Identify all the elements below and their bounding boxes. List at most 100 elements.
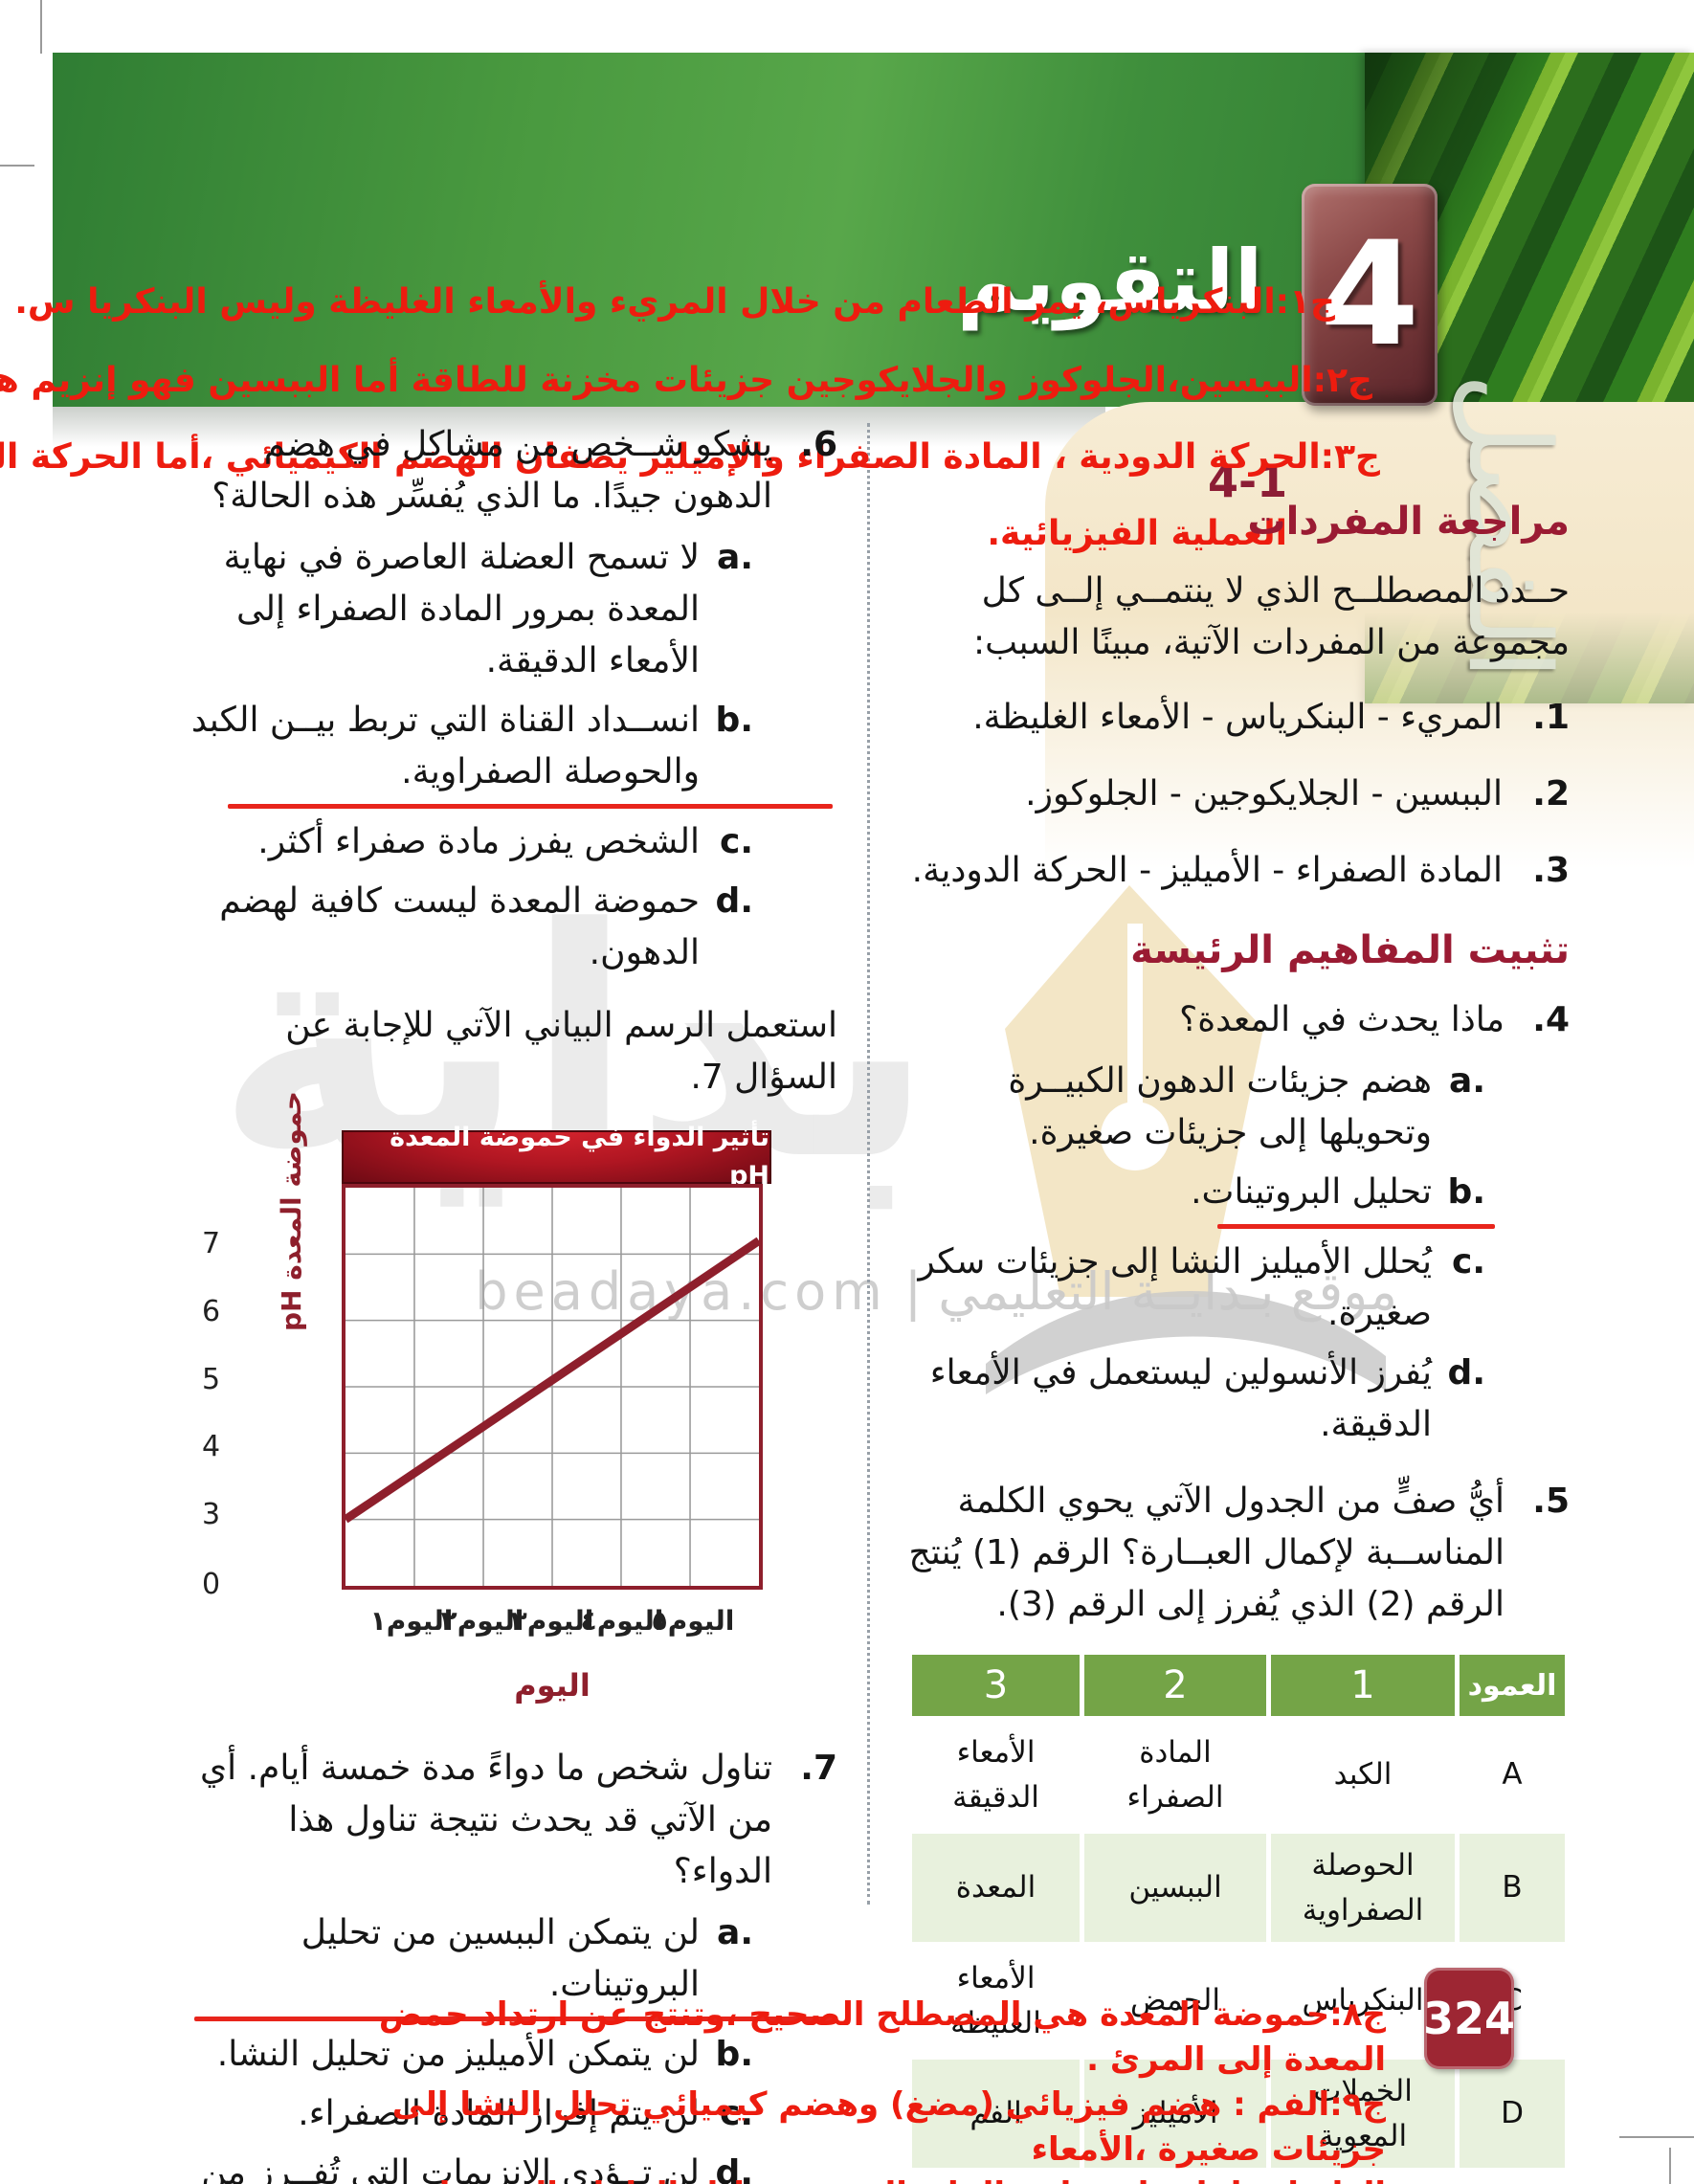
column-divider [867, 423, 870, 1905]
tan-corner-shape [1045, 402, 1694, 869]
question-6: 6. يشكو شــخص من مشاكل في هضم الدهون جيد… [189, 419, 837, 523]
table-row-D-label: D [1460, 2060, 1565, 2168]
ytick-6: 6 [202, 1295, 221, 1328]
answer-note-q8: ج٨:حموضة المعدة هي المصطلح الصحيح ،وتنتج… [378, 1995, 1386, 2079]
question-7-text: تناول شخص ما دواءً مدة خمسة أيام. أي من … [199, 1749, 772, 1891]
q4-option-d-letter: d. [1447, 1353, 1485, 1393]
vocab-item-3-number: 3. [1532, 851, 1570, 890]
answer-note-q3: ج٣:الحركة الدودية ، المادة الصفراء والإم… [0, 437, 1380, 477]
q7-option-a-text: لن يتمكن الببسين من تحليل البروتينات. [301, 1913, 700, 2004]
table-cell-C3: الأمعاء الغليظة [912, 1947, 1080, 2055]
watermark-site-line: موقع بـدايــة التعليمي | beadaya.com [475, 1261, 1397, 1322]
q6-option-d-letter: d. [715, 881, 753, 921]
q7-option-d-letter: d. [715, 2153, 753, 2184]
q7-answer-underline [194, 2017, 837, 2021]
table-cell-A1: الكبد [1271, 1721, 1455, 1829]
table-cell-B1: الحوصلة الصفراوية [1271, 1834, 1455, 1942]
table-cell-C2: الحمض [1084, 1947, 1266, 2055]
q6-option-d-text: حموضة المعدة ليست كافية لهضم الدهون. [219, 881, 700, 972]
page-number-badge: 324 [1423, 1968, 1515, 2069]
q6-option-a-letter: a. [717, 538, 753, 577]
table-header-column: العمود [1460, 1655, 1565, 1716]
q7-option-b-letter: b. [715, 2035, 753, 2074]
chart-canvas [343, 1188, 762, 1586]
use-graph-note: استعمل الرسم البياني الآتي للإجابة عن ال… [285, 1006, 837, 1097]
vocab-item-2-text: الببسين - الجلايكوجين - الجلوكوز. [1025, 774, 1503, 813]
question-6-number: 6. [800, 425, 837, 464]
answer-note-q1: ج١:البنكرياس، يمر الطعام من خلال المريء … [14, 282, 1335, 322]
ytick-3: 3 [202, 1498, 221, 1531]
table-cell-D3: الفم [912, 2060, 1080, 2168]
q4-option-b-text: تحليل البروتينات. [1191, 1172, 1432, 1212]
question-4-number: 4. [1532, 1000, 1570, 1039]
q4-option-c-text: يُحلل الأميليز النشا إلى جزيئات سكر صغير… [918, 1242, 1432, 1333]
chapter-number-badge: 4 [1302, 184, 1438, 406]
table-cell-B2: الببسين [1084, 1834, 1266, 1942]
chart-x-axis-label: اليوم [514, 1667, 591, 1704]
left-column: 6. يشكو شــخص من مشاكل في هضم الدهون جيد… [189, 419, 837, 2184]
q4-option-a-letter: a. [1449, 1061, 1485, 1101]
xtick-day3: اليوم٣ [510, 1605, 594, 1637]
q7-option-d-text: لن تــؤدي الإنزيمات التي تُفــرز من البن… [201, 2153, 700, 2184]
ytick-5: 5 [202, 1363, 221, 1396]
q7-option-b: b. لن يتمكن الأميليز من تحليل النشا. [189, 2029, 837, 2081]
chart-data-line [343, 1237, 762, 1524]
xtick-day4: اليوم٤ [580, 1605, 664, 1637]
answer-note-q9-line1: ج٩:الفم : هضم فيزيائي (مضغ) وهضم كيميائي… [391, 2085, 1386, 2169]
vocab-item-2: 2. الببسين - الجلايكوجين - الجلوكوز. [907, 769, 1570, 820]
question-5-number: 5. [1532, 1482, 1570, 1521]
q4-option-c: c. يُحلل الأميليز النشا إلى جزيئات سكر ص… [907, 1237, 1570, 1340]
pen-nib-watermark-icon [986, 885, 1386, 1394]
question-4-text: ماذا يحدث في المعدة؟ [1179, 1000, 1505, 1039]
table-header-3: 3 [912, 1655, 1080, 1716]
q7-option-a-letter: a. [717, 1913, 753, 1952]
ytick-4: 4 [202, 1430, 221, 1463]
ytick-0: 0 [202, 1568, 221, 1601]
table-row-D: D الخملات المعوية الأميليز الفم [912, 2060, 1565, 2168]
q6-option-c-text: الشخص يفرز مادة صفراء أكثر. [257, 822, 700, 861]
right-column: مراجعة المفردات حــدد المصطلــح الذي لا … [907, 493, 1570, 2184]
crop-mark-top-left-v [40, 0, 42, 54]
q6-option-b: b. انســداد القناة التي تربط بيــن الكبد… [189, 695, 837, 798]
table-header-2: 2 [1084, 1655, 1266, 1716]
q7-option-c: c. لن يتم إفراز المادة الصفراء. [189, 2088, 837, 2140]
xtick-day2: اليوم٢ [440, 1605, 524, 1637]
chapter-number: 4 [1319, 212, 1420, 378]
vocab-intro: حــدد المصطلــح الذي لا ينتمــي إلــى كل… [972, 571, 1570, 662]
q4-option-a: a. هضم جزيئات الدهون الكبيــرة وتحويلها … [907, 1056, 1570, 1159]
xtick-day5: اليوم٥ [651, 1605, 735, 1637]
vocab-item-3-text: المادة الصفراء - الأميليز - الحركة الدود… [911, 851, 1503, 890]
crop-mark-left-h [0, 165, 34, 167]
question-7-number: 7. [800, 1749, 837, 1788]
table-row-B-label: B [1460, 1834, 1565, 1942]
question-5-text: أيُّ صفٍّ من الجدول الآتي يحوي الكلمة ال… [908, 1482, 1505, 1624]
answer-note-q2: ج٢:الببسين،الجلوكوز والجلايكوجين جزيئات … [0, 361, 1372, 400]
answer-note-q9-line2: الغليظة :إعادة امتصاص الماء ،المعدة: تحل… [300, 2173, 1386, 2184]
q6-answer-underline [228, 804, 833, 809]
chapter-calligraphy: الفصل [1443, 372, 1575, 680]
q4-option-d-text: يُفرز الأنسولين ليستعمل في الأمعاء الدقي… [929, 1353, 1432, 1444]
crop-mark-bottom-right-h [1619, 2136, 1694, 2138]
page-title: التقويم [957, 232, 1263, 330]
question-7: 7. تناول شخص ما دواءً مدة خمسة أيام. أي … [189, 1743, 837, 1898]
q7-option-b-text: لن يتمكن الأميليز من تحليل النشا. [216, 2035, 700, 2074]
vocab-item-1-text: المريء - البنكرياس - الأمعاء الغليظة. [972, 698, 1503, 737]
q4-option-c-letter: c. [1451, 1242, 1485, 1281]
table-cell-D1: الخملات المعوية [1271, 2060, 1455, 2168]
xtick-day1: اليوم١ [369, 1605, 454, 1637]
main-concepts-heading: تثبيت المفاهيم الرئيسة [1130, 928, 1570, 972]
q4-option-b: b. تحليل البروتينات. [907, 1167, 1570, 1218]
q6-option-a-text: لا تسمح العضلة العاصرة في نهاية المعدة ب… [223, 538, 700, 680]
q6-option-b-letter: b. [715, 701, 753, 740]
table-header-1: 1 [1271, 1655, 1455, 1716]
table-row-A: A الكبد المادة الصفراء الأمعاء الدقيقة [912, 1721, 1565, 1829]
ph-chart: تأثير الدواء في حموضة المعدة pH حموضة ال… [189, 1091, 837, 1714]
chart-title: تأثير الدواء في حموضة المعدة pH [390, 1122, 769, 1192]
chart-plot-area [342, 1184, 763, 1590]
table-cell-A3: الأمعاء الدقيقة [912, 1721, 1080, 1829]
q4-option-b-letter: b. [1447, 1172, 1485, 1212]
q6-option-b-text: انســداد القناة التي تربط بيــن الكبد وا… [190, 701, 700, 791]
q7-option-c-text: لن يتم إفراز المادة الصفراء. [298, 2094, 700, 2133]
q7-option-d: d. لن تــؤدي الإنزيمات التي تُفــرز من ا… [189, 2148, 837, 2184]
